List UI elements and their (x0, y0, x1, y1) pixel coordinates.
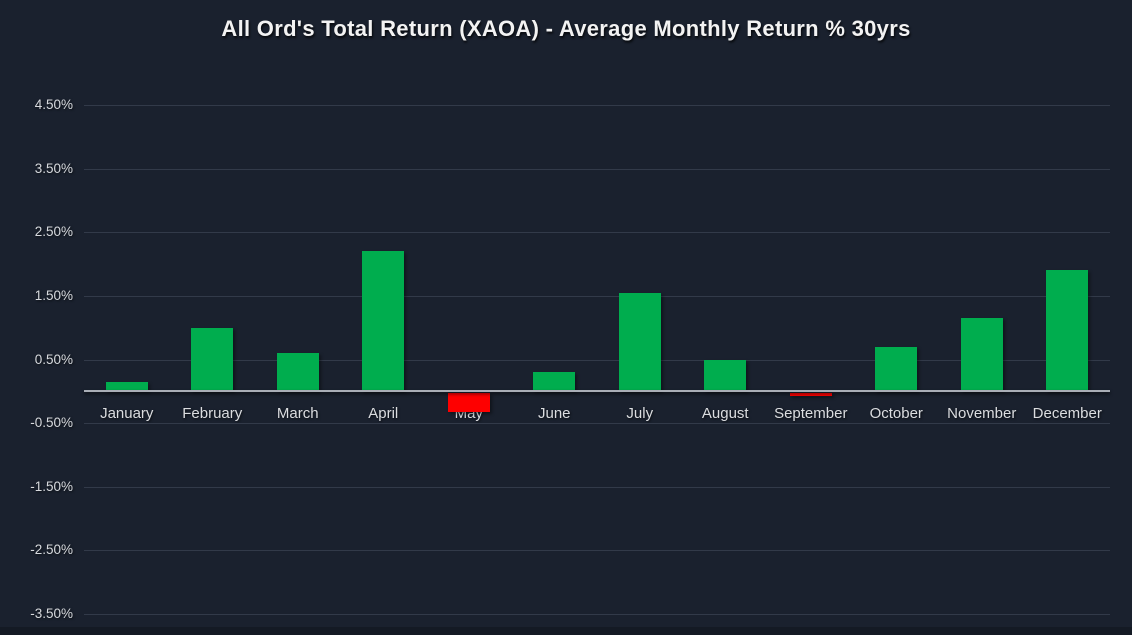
x-tick-label: February (182, 405, 243, 422)
x-axis-labels: January February March April May June July Augu… (84, 404, 1110, 424)
y-axis-labels: 4.50% 3.50% 2.50% 1.50% 0.50% -0.50% -1.50% -2.… (0, 97, 73, 621)
bar-november (960, 318, 1003, 392)
y-tick-label: -2.50% (30, 542, 73, 558)
x-tick-label: March (276, 405, 319, 422)
x-tick-label: July (626, 405, 654, 422)
gridline (84, 550, 1110, 552)
bar-september (789, 393, 832, 397)
y-tick-label: 0.50% (34, 351, 73, 367)
x-tick-label: April (368, 405, 399, 422)
zero-axis-line (84, 390, 1110, 393)
x-tick-label: November (947, 405, 1017, 422)
y-tick-label: 3.50% (34, 160, 73, 176)
gridline (84, 486, 1110, 488)
y-tick-label: -0.50% (30, 415, 73, 431)
x-tick-label: June (537, 405, 571, 422)
gridline (84, 423, 1110, 425)
bottom-edge (0, 627, 1132, 635)
gridline (84, 232, 1110, 234)
x-tick-label: August (701, 405, 749, 422)
gridline (84, 105, 1110, 106)
y-tick-label: 2.50% (34, 224, 73, 240)
bar-february (191, 327, 234, 392)
y-tick-label: -3.50% (30, 606, 73, 621)
bar-august (704, 359, 747, 392)
gridline (84, 168, 1110, 170)
chart-title: All Ord's Total Return (XAOA) - Average … (221, 16, 911, 41)
y-tick-label: -1.50% (30, 478, 73, 494)
x-tick-label: January (100, 405, 154, 422)
gridline (84, 359, 1110, 361)
bar-march (276, 353, 319, 392)
bar-january (105, 381, 148, 392)
bar-june (533, 372, 576, 392)
y-tick-label: 1.50% (34, 287, 73, 303)
gridline (84, 614, 1110, 615)
gridline (84, 295, 1110, 297)
plot-area (84, 105, 1110, 615)
bar-july (618, 292, 661, 392)
x-tick-label: October (869, 405, 923, 422)
bar-october (875, 346, 918, 392)
bar-may (447, 393, 490, 413)
x-tick-label: December (1032, 405, 1102, 422)
x-tick-label: September (774, 405, 848, 422)
bar-april (362, 251, 405, 392)
y-tick-label: 4.50% (34, 97, 73, 112)
bar-december (1046, 270, 1089, 392)
